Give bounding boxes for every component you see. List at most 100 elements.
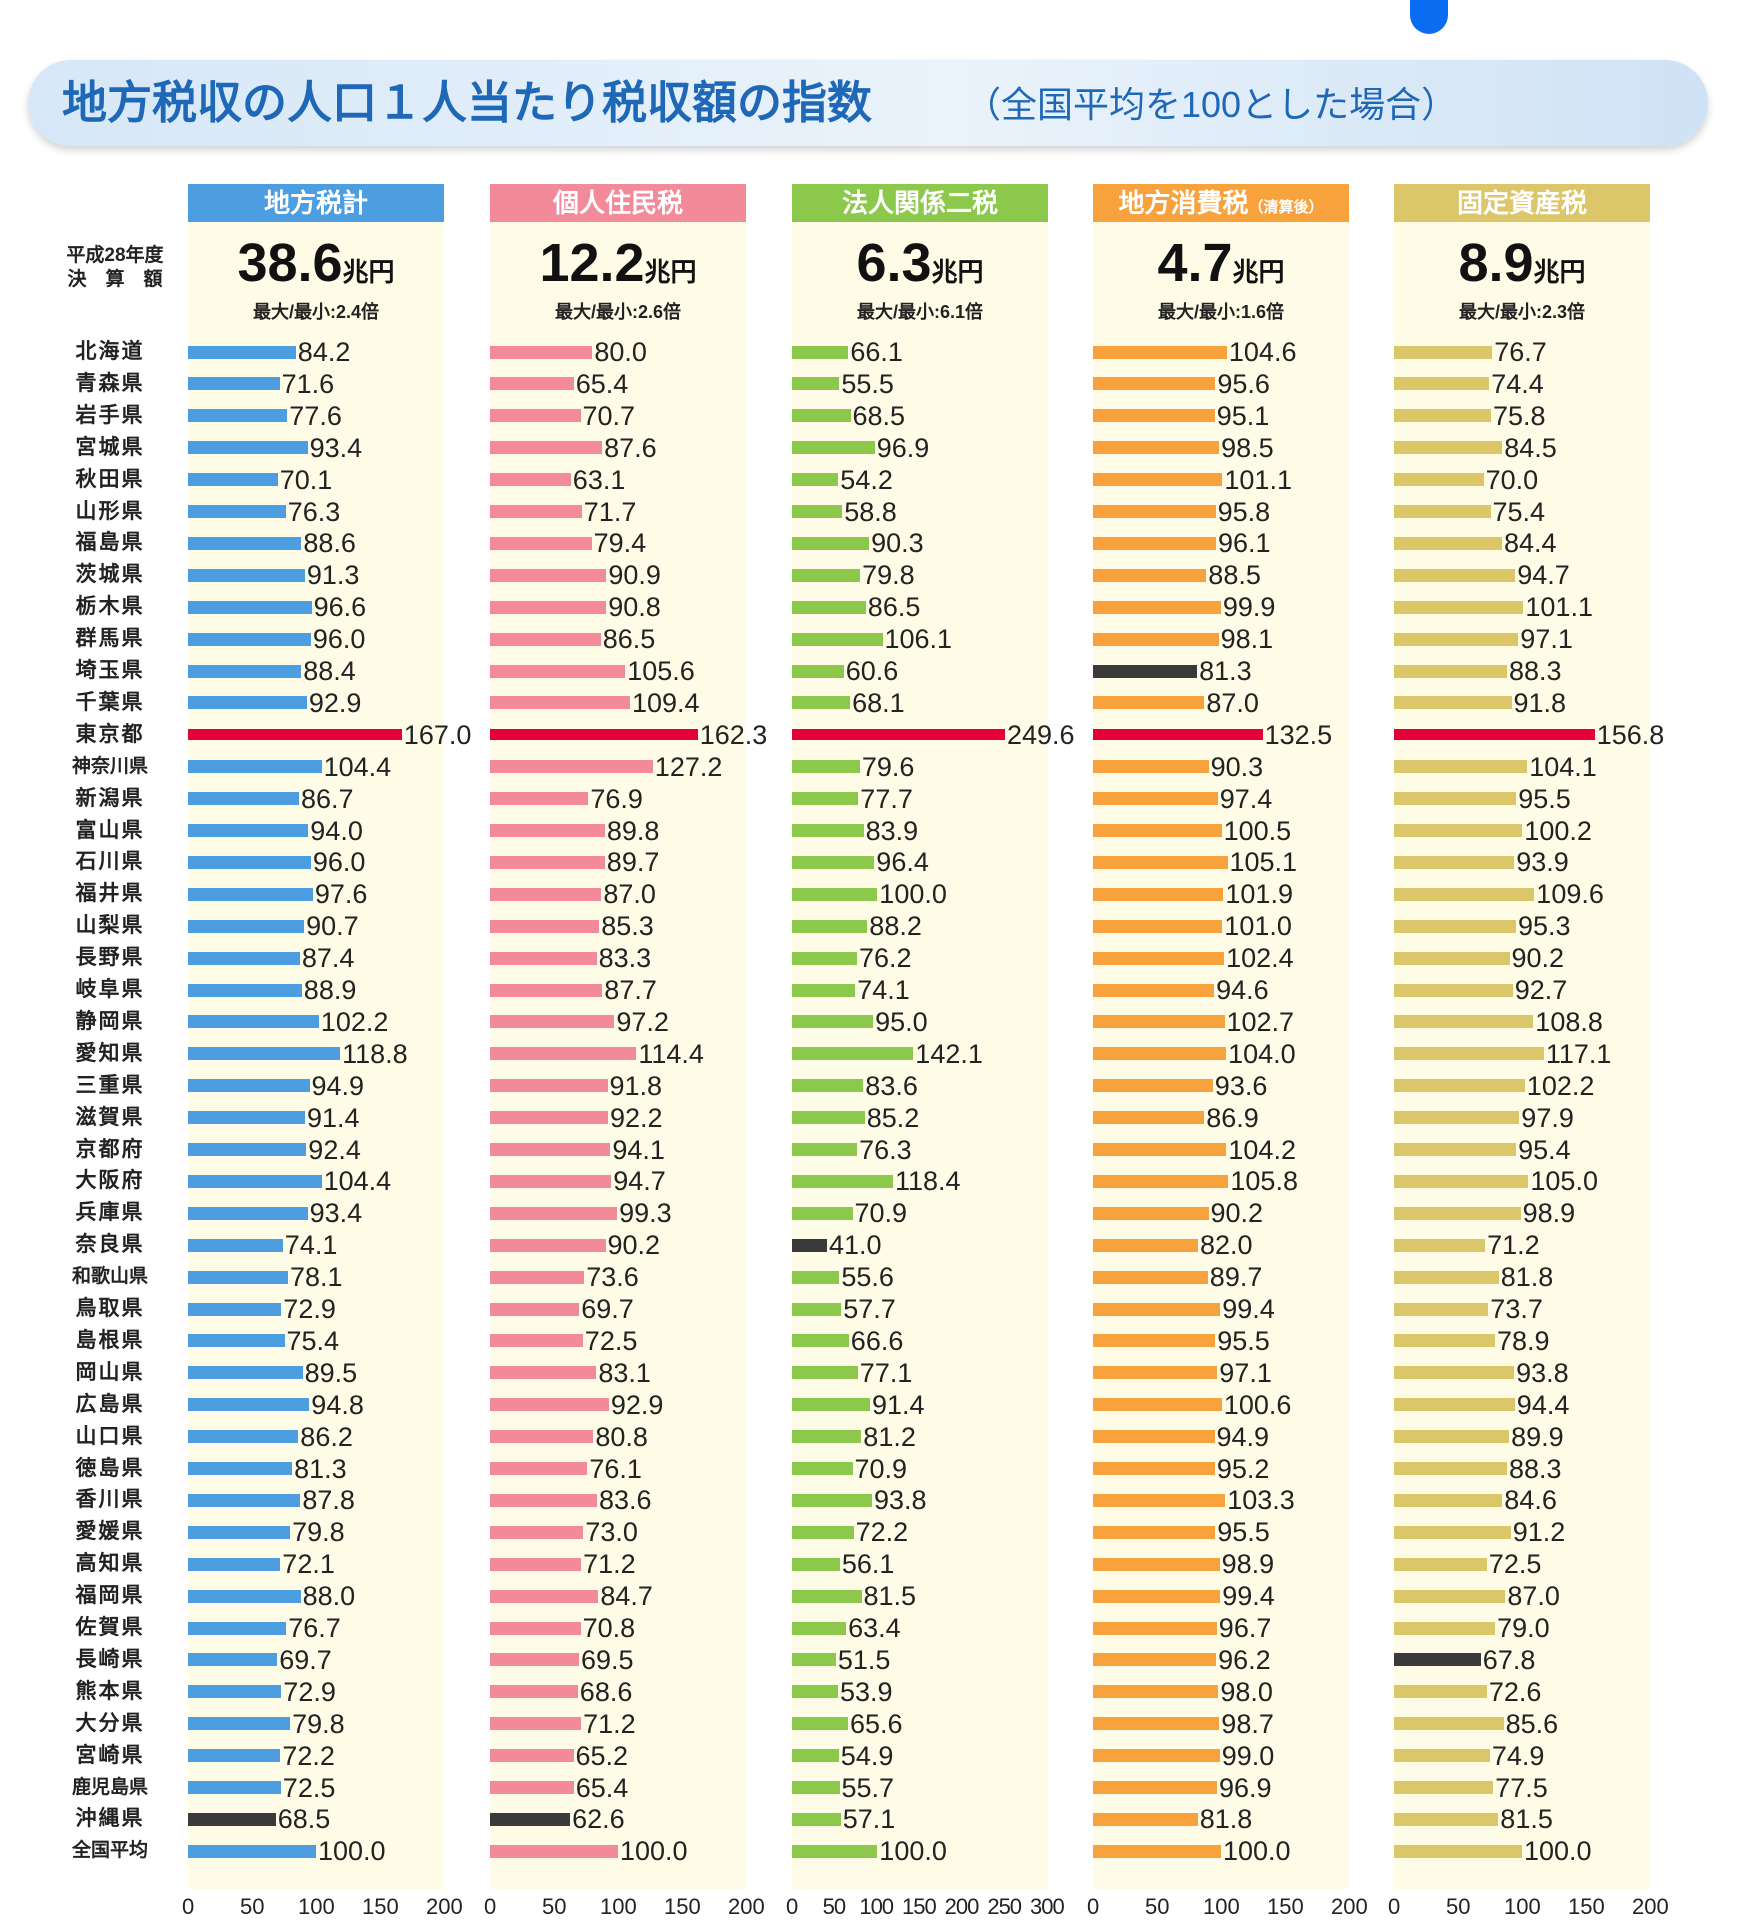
bar bbox=[792, 696, 851, 710]
value-label: 83.6 bbox=[599, 1485, 652, 1516]
value-label: 78.1 bbox=[290, 1262, 343, 1293]
bar bbox=[792, 1366, 858, 1380]
bar bbox=[1394, 632, 1519, 646]
value-label: 75.4 bbox=[1492, 496, 1546, 527]
bar bbox=[490, 441, 603, 455]
value-label: 89.5 bbox=[304, 1357, 358, 1388]
value-label: 96.9 bbox=[876, 432, 930, 463]
value-label: 98.1 bbox=[1220, 624, 1274, 655]
value-label: 132.5 bbox=[1264, 719, 1333, 750]
prefecture-label: 青森県 bbox=[75, 371, 145, 395]
value-label: 109.6 bbox=[1536, 879, 1604, 910]
bar bbox=[188, 568, 305, 582]
prefecture-label: 徳島県 bbox=[75, 1456, 145, 1480]
value-label: 88.3 bbox=[1509, 1453, 1562, 1484]
value-label: 90.9 bbox=[608, 560, 661, 591]
bar bbox=[792, 1206, 853, 1220]
value-label: 90.2 bbox=[1511, 943, 1565, 974]
bar bbox=[490, 1143, 611, 1156]
bar bbox=[1093, 1174, 1229, 1188]
value-label: 103.3 bbox=[1227, 1485, 1295, 1516]
bar bbox=[1093, 1238, 1198, 1252]
bar bbox=[1093, 1493, 1226, 1507]
axis-tick-label: 0 bbox=[484, 1894, 497, 1919]
value-label: 65.2 bbox=[575, 1740, 629, 1771]
axis-tick-label: 300 bbox=[1030, 1894, 1065, 1919]
bar bbox=[188, 473, 278, 487]
bar bbox=[1093, 1430, 1215, 1444]
prefecture-label: 石川県 bbox=[75, 850, 145, 874]
bar bbox=[792, 855, 875, 869]
bar bbox=[188, 345, 296, 359]
ratio-label: 最大/最小:2.6倍 bbox=[554, 302, 682, 322]
axis-tick-label: 50 bbox=[240, 1894, 265, 1919]
bar bbox=[792, 536, 870, 550]
bar bbox=[188, 505, 286, 518]
value-label: 92.9 bbox=[308, 687, 362, 718]
bar bbox=[188, 1366, 303, 1380]
value-label: 142.1 bbox=[915, 1038, 983, 1069]
value-label: 78.9 bbox=[1497, 1325, 1550, 1356]
bar bbox=[1394, 1111, 1520, 1125]
value-label: 93.9 bbox=[1516, 847, 1569, 878]
value-label: 76.3 bbox=[859, 1134, 912, 1165]
value-label: 57.1 bbox=[842, 1804, 896, 1835]
axis-tick-label: 250 bbox=[987, 1894, 1022, 1919]
value-label: 70.0 bbox=[1485, 464, 1539, 495]
prefecture-label: 岐阜県 bbox=[75, 978, 145, 1001]
value-label: 79.8 bbox=[862, 560, 915, 591]
value-label: 91.8 bbox=[1513, 687, 1567, 718]
bar bbox=[1394, 1015, 1534, 1029]
axis-tick-label: 200 bbox=[426, 1894, 463, 1919]
value-label: 89.7 bbox=[1209, 1262, 1263, 1293]
value-label: 69.7 bbox=[279, 1644, 332, 1675]
bar bbox=[1093, 1749, 1220, 1763]
value-label: 62.6 bbox=[572, 1804, 625, 1835]
bar bbox=[1394, 1812, 1499, 1826]
bar bbox=[792, 1015, 874, 1029]
value-label: 74.9 bbox=[1491, 1740, 1545, 1771]
bar bbox=[490, 951, 597, 965]
value-label: 76.1 bbox=[589, 1453, 642, 1484]
value-label: 105.8 bbox=[1230, 1166, 1298, 1197]
total-value: 4.7 bbox=[1157, 233, 1233, 293]
value-label: 72.2 bbox=[855, 1517, 909, 1548]
bar bbox=[490, 409, 581, 423]
value-label: 72.5 bbox=[1488, 1549, 1542, 1580]
prefecture-label: 山梨県 bbox=[75, 914, 145, 938]
value-label: 84.2 bbox=[297, 337, 351, 367]
bar bbox=[1394, 568, 1516, 582]
bar bbox=[792, 1143, 858, 1156]
value-label: 94.9 bbox=[311, 1070, 365, 1101]
value-label: 93.6 bbox=[1214, 1070, 1268, 1101]
value-label: 88.2 bbox=[869, 911, 922, 942]
value-label: 95.5 bbox=[1217, 1325, 1270, 1356]
value-label: 88.9 bbox=[303, 975, 357, 1005]
prefecture-label: 熊本県 bbox=[75, 1679, 145, 1703]
bar bbox=[792, 1844, 878, 1858]
bar bbox=[490, 1781, 574, 1794]
bar bbox=[792, 1781, 840, 1794]
value-label: 95.1 bbox=[1216, 400, 1270, 431]
total-unit: 兆円 bbox=[342, 257, 395, 287]
value-label: 54.2 bbox=[840, 464, 893, 495]
bar bbox=[490, 536, 592, 550]
bar bbox=[1394, 409, 1491, 423]
axis-tick-label: 50 bbox=[822, 1894, 847, 1919]
bar bbox=[1394, 473, 1484, 487]
value-label: 100.0 bbox=[879, 1836, 947, 1867]
value-label: 80.0 bbox=[594, 337, 647, 367]
value-label: 102.4 bbox=[1226, 943, 1294, 974]
value-label: 68.1 bbox=[852, 687, 905, 718]
panel-header-label: 個人住民税 bbox=[552, 188, 683, 218]
axis-tick-label: 100 bbox=[859, 1894, 894, 1919]
bar bbox=[792, 1557, 840, 1571]
bar bbox=[1394, 1493, 1503, 1507]
bar bbox=[792, 664, 844, 678]
value-label: 72.5 bbox=[584, 1325, 638, 1356]
bar bbox=[490, 345, 593, 359]
bar bbox=[490, 824, 605, 837]
value-label: 73.0 bbox=[585, 1517, 638, 1548]
value-label: 104.4 bbox=[323, 1166, 392, 1197]
bar bbox=[1394, 1174, 1529, 1188]
